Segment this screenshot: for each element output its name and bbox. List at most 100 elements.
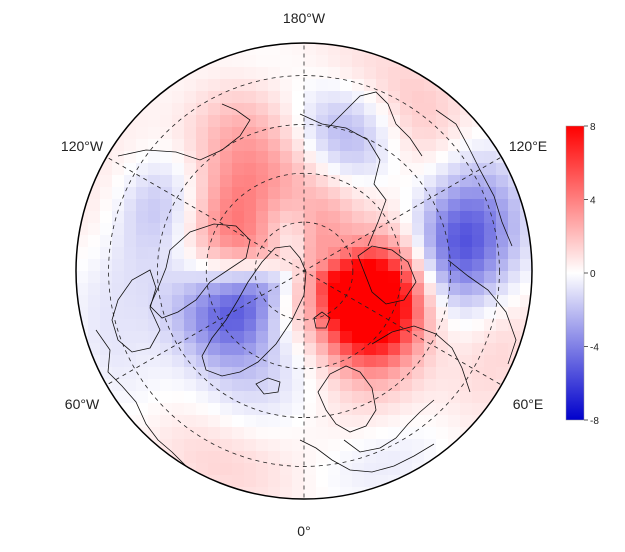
field-cell	[136, 283, 149, 296]
field-cell	[340, 331, 353, 344]
field-cell	[340, 379, 353, 392]
field-cell	[484, 235, 497, 248]
field-cell	[280, 343, 293, 356]
field-cell	[388, 139, 401, 152]
field-cell	[340, 283, 353, 296]
field-cell	[232, 307, 245, 320]
field-cell	[460, 343, 473, 356]
field-cell	[400, 199, 413, 212]
field-cell	[484, 331, 497, 344]
field-cell	[388, 391, 401, 404]
field-cell	[292, 271, 305, 284]
field-cell	[124, 427, 137, 440]
field-cell	[340, 187, 353, 200]
field-cell	[160, 307, 173, 320]
field-cell	[220, 235, 233, 248]
field-cell	[388, 355, 401, 368]
field-cell	[412, 223, 425, 236]
field-cell	[196, 391, 209, 404]
field-cell	[160, 91, 173, 104]
field-cell	[280, 127, 293, 140]
field-cell	[172, 127, 185, 140]
field-cell	[280, 379, 293, 392]
field-cell	[352, 463, 365, 476]
field-cell	[124, 391, 137, 404]
field-cell	[148, 319, 161, 332]
field-cell	[196, 427, 209, 440]
field-cell	[268, 163, 281, 176]
parallel-line	[157, 124, 451, 418]
field-cell	[280, 247, 293, 260]
field-cell	[508, 271, 521, 284]
field-cell	[244, 475, 257, 488]
field-cell	[292, 331, 305, 344]
field-cell	[400, 235, 413, 248]
field-cell	[388, 331, 401, 344]
field-cell	[232, 451, 245, 464]
field-cell	[256, 175, 269, 188]
field-cell	[244, 211, 257, 224]
field-cell	[256, 415, 269, 428]
field-cell	[412, 439, 425, 452]
field-cell	[400, 307, 413, 320]
field-cell	[352, 223, 365, 236]
field-cell	[208, 451, 221, 464]
field-cell	[364, 211, 377, 224]
field-cell	[256, 199, 269, 212]
field-cell	[364, 115, 377, 128]
field-cell	[424, 151, 437, 164]
lon-label-120e: 120°E	[509, 138, 547, 154]
field-cell	[364, 403, 377, 416]
field-cell	[472, 247, 485, 260]
field-cell	[232, 271, 245, 284]
field-cell	[400, 355, 413, 368]
field-cell	[244, 139, 257, 152]
field-cell	[376, 415, 389, 428]
field-cell	[352, 211, 365, 224]
field-cell	[232, 55, 245, 68]
field-cell	[232, 259, 245, 272]
field-cell	[496, 295, 509, 308]
field-cell	[412, 115, 425, 128]
field-cell	[340, 319, 353, 332]
field-cell	[280, 439, 293, 452]
field-cell	[220, 259, 233, 272]
field-cell	[208, 439, 221, 452]
field-cell	[196, 343, 209, 356]
field-cell	[412, 163, 425, 176]
field-cell	[328, 259, 341, 272]
field-cell	[136, 91, 149, 104]
field-cell	[124, 331, 137, 344]
field-cell	[184, 451, 197, 464]
field-cell	[520, 355, 532, 368]
field-cell	[328, 67, 341, 80]
field-cell	[280, 211, 293, 224]
field-cell	[400, 247, 413, 260]
field-cell	[220, 451, 233, 464]
field-cell	[100, 199, 113, 212]
field-cell	[220, 319, 233, 332]
field-cell	[196, 235, 209, 248]
field-cell	[184, 55, 197, 68]
field-cell	[88, 307, 101, 320]
field-cell	[148, 103, 161, 116]
field-cell	[280, 355, 293, 368]
field-cell	[148, 235, 161, 248]
field-cell	[76, 271, 89, 284]
field-cell	[400, 259, 413, 272]
field-cell	[196, 127, 209, 140]
field-cell	[220, 331, 233, 344]
field-cell	[424, 103, 437, 116]
field-cell	[232, 415, 245, 428]
field-cell	[148, 127, 161, 140]
field-cell	[316, 223, 329, 236]
field-cell	[472, 403, 485, 416]
field-cell	[148, 175, 161, 188]
field-cell	[364, 343, 377, 356]
field-cell	[424, 235, 437, 248]
field-cell	[268, 211, 281, 224]
field-cell	[400, 163, 413, 176]
field-cell	[400, 343, 413, 356]
field-cell	[148, 187, 161, 200]
field-cell	[400, 79, 413, 92]
